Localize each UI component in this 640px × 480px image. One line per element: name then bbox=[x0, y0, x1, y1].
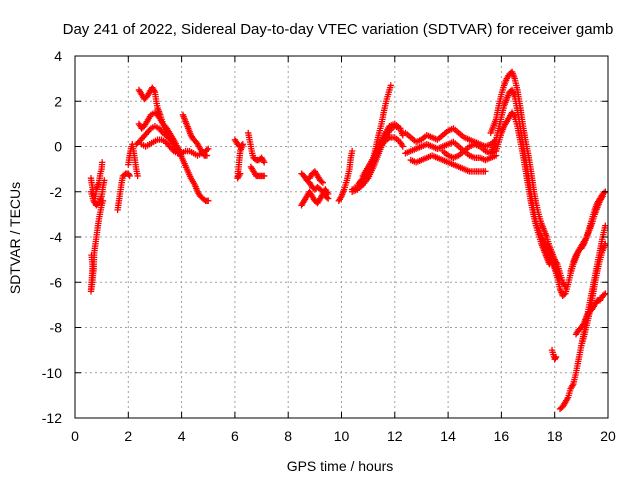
x-tick-label: 10 bbox=[334, 428, 350, 444]
data-point-sat-33 bbox=[600, 291, 608, 298]
y-tick-label: -12 bbox=[42, 410, 62, 426]
data-point-sat-11 bbox=[237, 170, 244, 177]
x-tick-label: 18 bbox=[547, 428, 563, 444]
y-tick-label: 0 bbox=[54, 139, 62, 155]
data-point-sat-18 bbox=[387, 82, 395, 89]
y-axis-label: SDTVAR / TECUs bbox=[7, 182, 23, 294]
data-point-sat-30 bbox=[599, 193, 606, 200]
data-point-sat-3 bbox=[101, 177, 108, 184]
x-axis-tick-labels: 0 2 4 6 8 10 12 14 16 18 20 bbox=[71, 428, 616, 444]
data-points bbox=[87, 68, 609, 413]
data-point-sat-9 bbox=[203, 146, 211, 154]
data-point-sat-12 bbox=[261, 159, 268, 166]
y-tick-label: -6 bbox=[50, 274, 63, 290]
data-point-sat-15 bbox=[323, 194, 331, 201]
data-point-sat-31 bbox=[552, 354, 559, 362]
axis-ticks bbox=[74, 55, 609, 419]
data-point-sat-32 bbox=[602, 222, 609, 229]
data-point-sat-6 bbox=[205, 197, 212, 204]
x-tick-label: 4 bbox=[178, 428, 186, 444]
data-point-sat-10 bbox=[203, 152, 211, 159]
data-point-sat-16 bbox=[318, 178, 325, 185]
y-tick-label: 4 bbox=[54, 48, 62, 64]
data-point-sat-17 bbox=[348, 147, 356, 155]
data-point-sat-31 bbox=[552, 353, 560, 361]
y-tick-label: 2 bbox=[54, 93, 62, 109]
x-tick-label: 0 bbox=[71, 428, 79, 444]
data-point-sat-29 bbox=[560, 291, 568, 298]
x-tick-label: 14 bbox=[440, 428, 456, 444]
chart-title: Day 241 of 2022, Sidereal Day-to-day VTE… bbox=[63, 21, 614, 38]
x-tick-label: 2 bbox=[124, 428, 132, 444]
data-point-sat-5 bbox=[134, 172, 141, 180]
y-tick-label: -10 bbox=[42, 365, 62, 381]
data-point-sat-16 bbox=[319, 179, 327, 186]
data-point-sat-21 bbox=[399, 143, 406, 150]
data-point-sat-13 bbox=[261, 172, 268, 180]
y-tick-label: -4 bbox=[50, 229, 63, 245]
data-point-sat-1 bbox=[98, 159, 106, 166]
data-point-sat-4 bbox=[125, 171, 133, 178]
data-point-sat-24 bbox=[482, 168, 489, 175]
y-axis-tick-labels: 4 2 0 -2 -4 -6 -8 -10 -12 bbox=[42, 48, 62, 426]
data-point-sat-15 bbox=[324, 195, 332, 202]
x-tick-label: 16 bbox=[494, 428, 510, 444]
data-point-sat-9 bbox=[205, 145, 212, 152]
data-point-sat-34 bbox=[602, 240, 609, 247]
x-axis-label: GPS time / hours bbox=[287, 458, 394, 474]
data-point-sat-33 bbox=[602, 290, 609, 297]
y-tick-label: -8 bbox=[50, 320, 63, 336]
x-tick-label: 20 bbox=[600, 428, 616, 444]
x-tick-label: 12 bbox=[387, 428, 403, 444]
data-point-sat-29 bbox=[600, 189, 608, 197]
y-tick-label: -2 bbox=[50, 184, 63, 200]
data-point-sat-4 bbox=[126, 172, 133, 180]
x-tick-label: 6 bbox=[231, 428, 239, 444]
x-tick-label: 8 bbox=[284, 428, 292, 444]
